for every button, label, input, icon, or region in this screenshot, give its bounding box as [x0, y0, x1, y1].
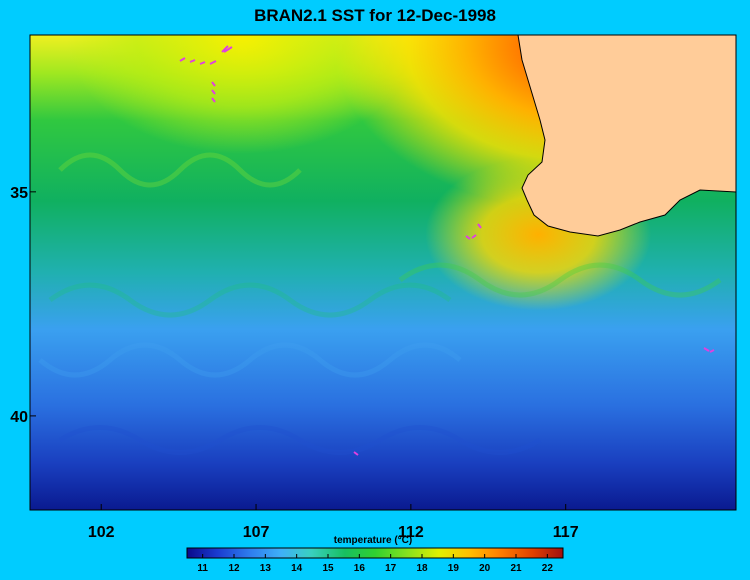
marker-arrow — [221, 45, 233, 53]
x-tick-label: 107 — [243, 524, 270, 541]
colorbar-tick-label: 14 — [291, 563, 303, 574]
colorbar-tick-label: 16 — [354, 563, 366, 574]
x-tick-label: 117 — [553, 524, 579, 541]
colorbar: temperature (°C) 11 12 13 14 15 16 17 18 19 20 21 2… — [186, 535, 564, 574]
x-tick-label: 112 — [398, 524, 424, 541]
colorbar-gradient — [186, 547, 564, 559]
map-title: BRAN2.1 SST for 12-Dec-1998 — [254, 6, 496, 25]
colorbar-tick-label: 18 — [416, 563, 428, 574]
plot-frame — [29, 34, 737, 511]
colorbar-tick-label: 19 — [448, 563, 460, 574]
colorbar-tick-label: 13 — [260, 563, 272, 574]
marker-column — [211, 81, 216, 103]
colorbar-tick-label: 15 — [322, 563, 334, 574]
colorbar-tick-label: 11 — [197, 563, 208, 574]
marker-south — [353, 451, 359, 456]
x-axis: 102 107 112 117 — [88, 504, 579, 541]
sst-field — [30, 35, 736, 510]
y-tick-label: 40 — [10, 409, 28, 426]
land-mass — [517, 35, 736, 237]
y-axis: 35 40 — [10, 185, 36, 426]
colorbar-ticks: 11 12 13 14 15 16 17 18 19 20 21 22 — [197, 554, 553, 574]
colorbar-tick-label: 12 — [228, 563, 240, 574]
colorbar-tick-label: 22 — [542, 563, 554, 574]
x-tick-label: 102 — [88, 524, 115, 541]
y-tick-label: 35 — [10, 185, 28, 202]
colorbar-tick-label: 20 — [479, 563, 491, 574]
colorbar-tick-label: 21 — [510, 563, 522, 574]
colorbar-tick-label: 17 — [385, 563, 397, 574]
marker-group-nw — [179, 57, 217, 65]
colorbar-title: temperature (°C) — [334, 535, 412, 546]
marker-group-central — [465, 223, 482, 240]
marker-group-east — [703, 347, 715, 353]
drifter-markers — [179, 45, 715, 456]
